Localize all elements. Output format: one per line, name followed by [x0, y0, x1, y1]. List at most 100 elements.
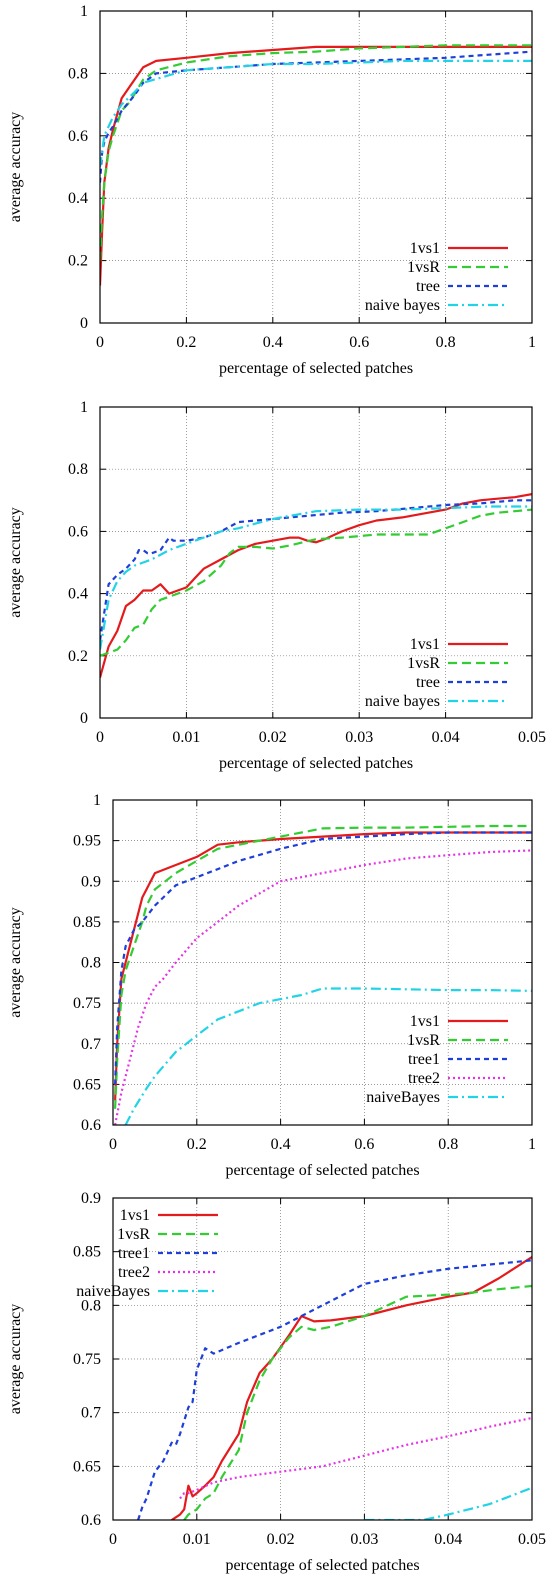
x-tick-label: 0.03	[350, 1531, 378, 1548]
grid	[100, 407, 532, 718]
series-group	[137, 1256, 532, 1520]
ticks: 0 0.2 0.4 0.6 0.8 1 0.6 0.65 0.7 0.75 0.8 0.85 0.9 0.…	[73, 792, 536, 1153]
legend-label: naiveBayes	[366, 1089, 440, 1106]
y-tick-label: 0	[80, 315, 88, 332]
y-tick-label: 0.85	[73, 1244, 101, 1261]
plot-frame	[112, 799, 533, 1126]
series-line-tree2	[179, 1416, 532, 1500]
y-tick-label: 0.2	[68, 253, 88, 270]
x-tick-label: 1	[528, 334, 536, 351]
y-axis-title: average accuracy	[7, 507, 24, 618]
legend: 1vs1 1vsR tree1 tree2 naiveBayes	[366, 1013, 508, 1106]
y-tick-label: 0.9	[81, 873, 101, 890]
series-line-1vsR	[183, 1284, 532, 1520]
y-tick-label: 0.2	[68, 648, 88, 665]
series-line-1vsR	[100, 508, 532, 657]
series-line-tree1	[114, 831, 532, 1085]
y-tick-label: 0.6	[68, 523, 88, 540]
y-tick-label: 0.8	[68, 461, 88, 478]
x-axis-title: percentage of selected patches	[219, 755, 413, 772]
y-tick-label: 0.8	[81, 955, 101, 972]
chart-3: 0 0.2 0.4 0.6 0.8 1 0.6 0.65 0.7 0.75 0.8 0.85 0.9 0.…	[7, 792, 536, 1179]
y-tick-label: 0.65	[73, 1458, 101, 1475]
series-line-1vs1	[171, 1256, 532, 1520]
legend-label: tree	[416, 674, 440, 691]
y-tick-label: 1	[93, 792, 101, 809]
x-tick-label: 0.8	[436, 334, 456, 351]
legend-label: tree1	[408, 1051, 440, 1068]
chart-4: 0 0.01 0.02 0.03 0.04 0.05 0.6 0.65 0.7 0.75 0.8 0.…	[7, 1190, 546, 1574]
x-tick-label: 1	[528, 1136, 536, 1153]
y-tick-label: 0.6	[81, 1117, 101, 1134]
x-tick-label: 0.8	[438, 1136, 458, 1153]
y-tick-label: 1	[80, 399, 88, 416]
series-line-1vsR	[114, 824, 532, 1109]
x-axis-title: percentage of selected patches	[219, 360, 413, 377]
x-tick-label: 0.01	[172, 729, 200, 746]
y-tick-label: 0.7	[81, 1405, 101, 1422]
y-tick-label: 0.4	[68, 586, 88, 603]
y-tick-label: 1	[80, 3, 88, 20]
legend: 1vs1 1vsR tree1 tree2 naiveBayes	[76, 1207, 218, 1300]
series-group	[100, 44, 532, 286]
x-tick-label: 0.03	[345, 729, 373, 746]
legend-label: tree	[416, 278, 440, 295]
chart-2: 0 0.01 0.02 0.03 0.04 0.0500.20.40.60.811vs11…	[7, 399, 546, 772]
x-tick-label: 0.04	[434, 1531, 462, 1548]
x-tick-label: 0.01	[183, 1531, 211, 1548]
series-line-tree1	[137, 1259, 532, 1520]
y-tick-label: 0.85	[73, 914, 101, 931]
x-tick-label: 0.2	[176, 334, 196, 351]
series-line-1vs1	[100, 493, 532, 678]
series-line-naiveBayes	[124, 987, 532, 1125]
legend-label: 1vs1	[120, 1207, 150, 1224]
legend: 1vs1 1vsR tree naive bayes	[365, 240, 508, 314]
y-tick-label: 0.4	[68, 190, 88, 207]
ticks: 0 0.2 0.4 0.6 0.8 1 0 0.2 0.4 0.6 0.8 1	[68, 3, 536, 351]
x-tick-label: 0.02	[259, 729, 287, 746]
x-tick-label: 0	[96, 334, 104, 351]
plot-frame	[99, 406, 533, 719]
y-tick-label: 0.9	[81, 1190, 101, 1207]
y-tick-label: 0	[80, 710, 88, 727]
legend-label: 1vs1	[410, 636, 440, 653]
x-tick-label: 0.4	[271, 1136, 291, 1153]
series-line-naive-bayes	[100, 59, 532, 168]
legend-label: 1vsR	[117, 1226, 150, 1243]
y-tick-label: 0.75	[73, 1351, 101, 1368]
series-line-tree	[100, 50, 532, 183]
y-tick-label: 0.7	[81, 1036, 101, 1053]
legend-label: naive bayes	[365, 297, 440, 314]
legend-label: 1vsR	[407, 259, 440, 276]
y-tick-label: 0.65	[73, 1076, 101, 1093]
series-line-naive-bayes	[100, 505, 532, 650]
grid	[113, 1198, 532, 1520]
legend-label: tree1	[118, 1245, 150, 1262]
series-line-1vs1	[114, 831, 532, 1101]
legend-label: naiveBayes	[76, 1283, 150, 1300]
x-tick-label: 0.6	[349, 334, 369, 351]
legend-label: 1vsR	[407, 1032, 440, 1049]
series-group	[114, 824, 532, 1125]
legend-label: tree2	[118, 1264, 150, 1281]
legend: 1vs1 1vsR tree naive bayes	[365, 636, 508, 710]
x-axis-title: percentage of selected patches	[225, 1557, 419, 1574]
y-tick-label: 0.75	[73, 995, 101, 1012]
ticks: 0 0.01 0.02 0.03 0.04 0.05 0 0.2 0.4 0.6 0.8 1	[68, 399, 546, 746]
y-tick-label: 0.8	[81, 1297, 101, 1314]
series-line-naiveBayes	[364, 1486, 532, 1520]
x-tick-label: 0.05	[518, 729, 546, 746]
plot-frame	[99, 10, 533, 324]
y-tick-label: 0.6	[68, 128, 88, 145]
x-tick-label: 0.02	[267, 1531, 295, 1548]
y-tick-label: 0.95	[73, 833, 101, 850]
plot-frame	[112, 1197, 533, 1521]
series-line-1vs1	[100, 45, 532, 286]
x-tick-label: 0.05	[518, 1531, 546, 1548]
ticks: 0 0.01 0.02 0.03 0.04 0.05 0.6 0.65 0.7 0.75 0.8 0.…	[73, 1190, 546, 1548]
y-axis-title: average accuracy	[7, 112, 24, 223]
y-axis-title: average accuracy	[7, 907, 24, 1018]
x-tick-label: 0.04	[432, 729, 460, 746]
legend-label: naive bayes	[365, 693, 440, 710]
x-tick-label: 0.2	[187, 1136, 207, 1153]
